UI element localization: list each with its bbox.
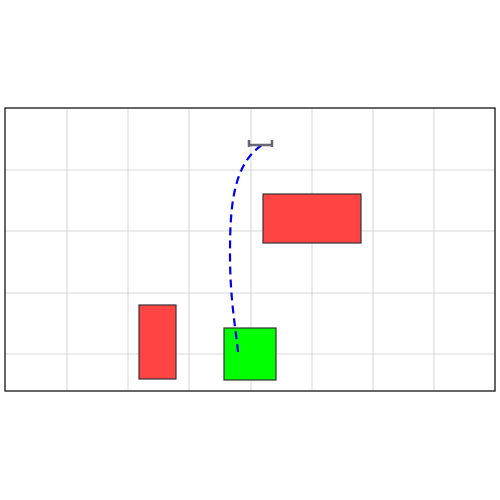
- goal-region: [223, 327, 277, 381]
- gripper-icon: [247, 140, 274, 147]
- planned-path: [228, 144, 263, 353]
- obstacle-large-right: [262, 193, 362, 244]
- obstacle-tall-left: [138, 304, 177, 380]
- grid: [5, 108, 495, 391]
- plot-frame: [4, 107, 496, 392]
